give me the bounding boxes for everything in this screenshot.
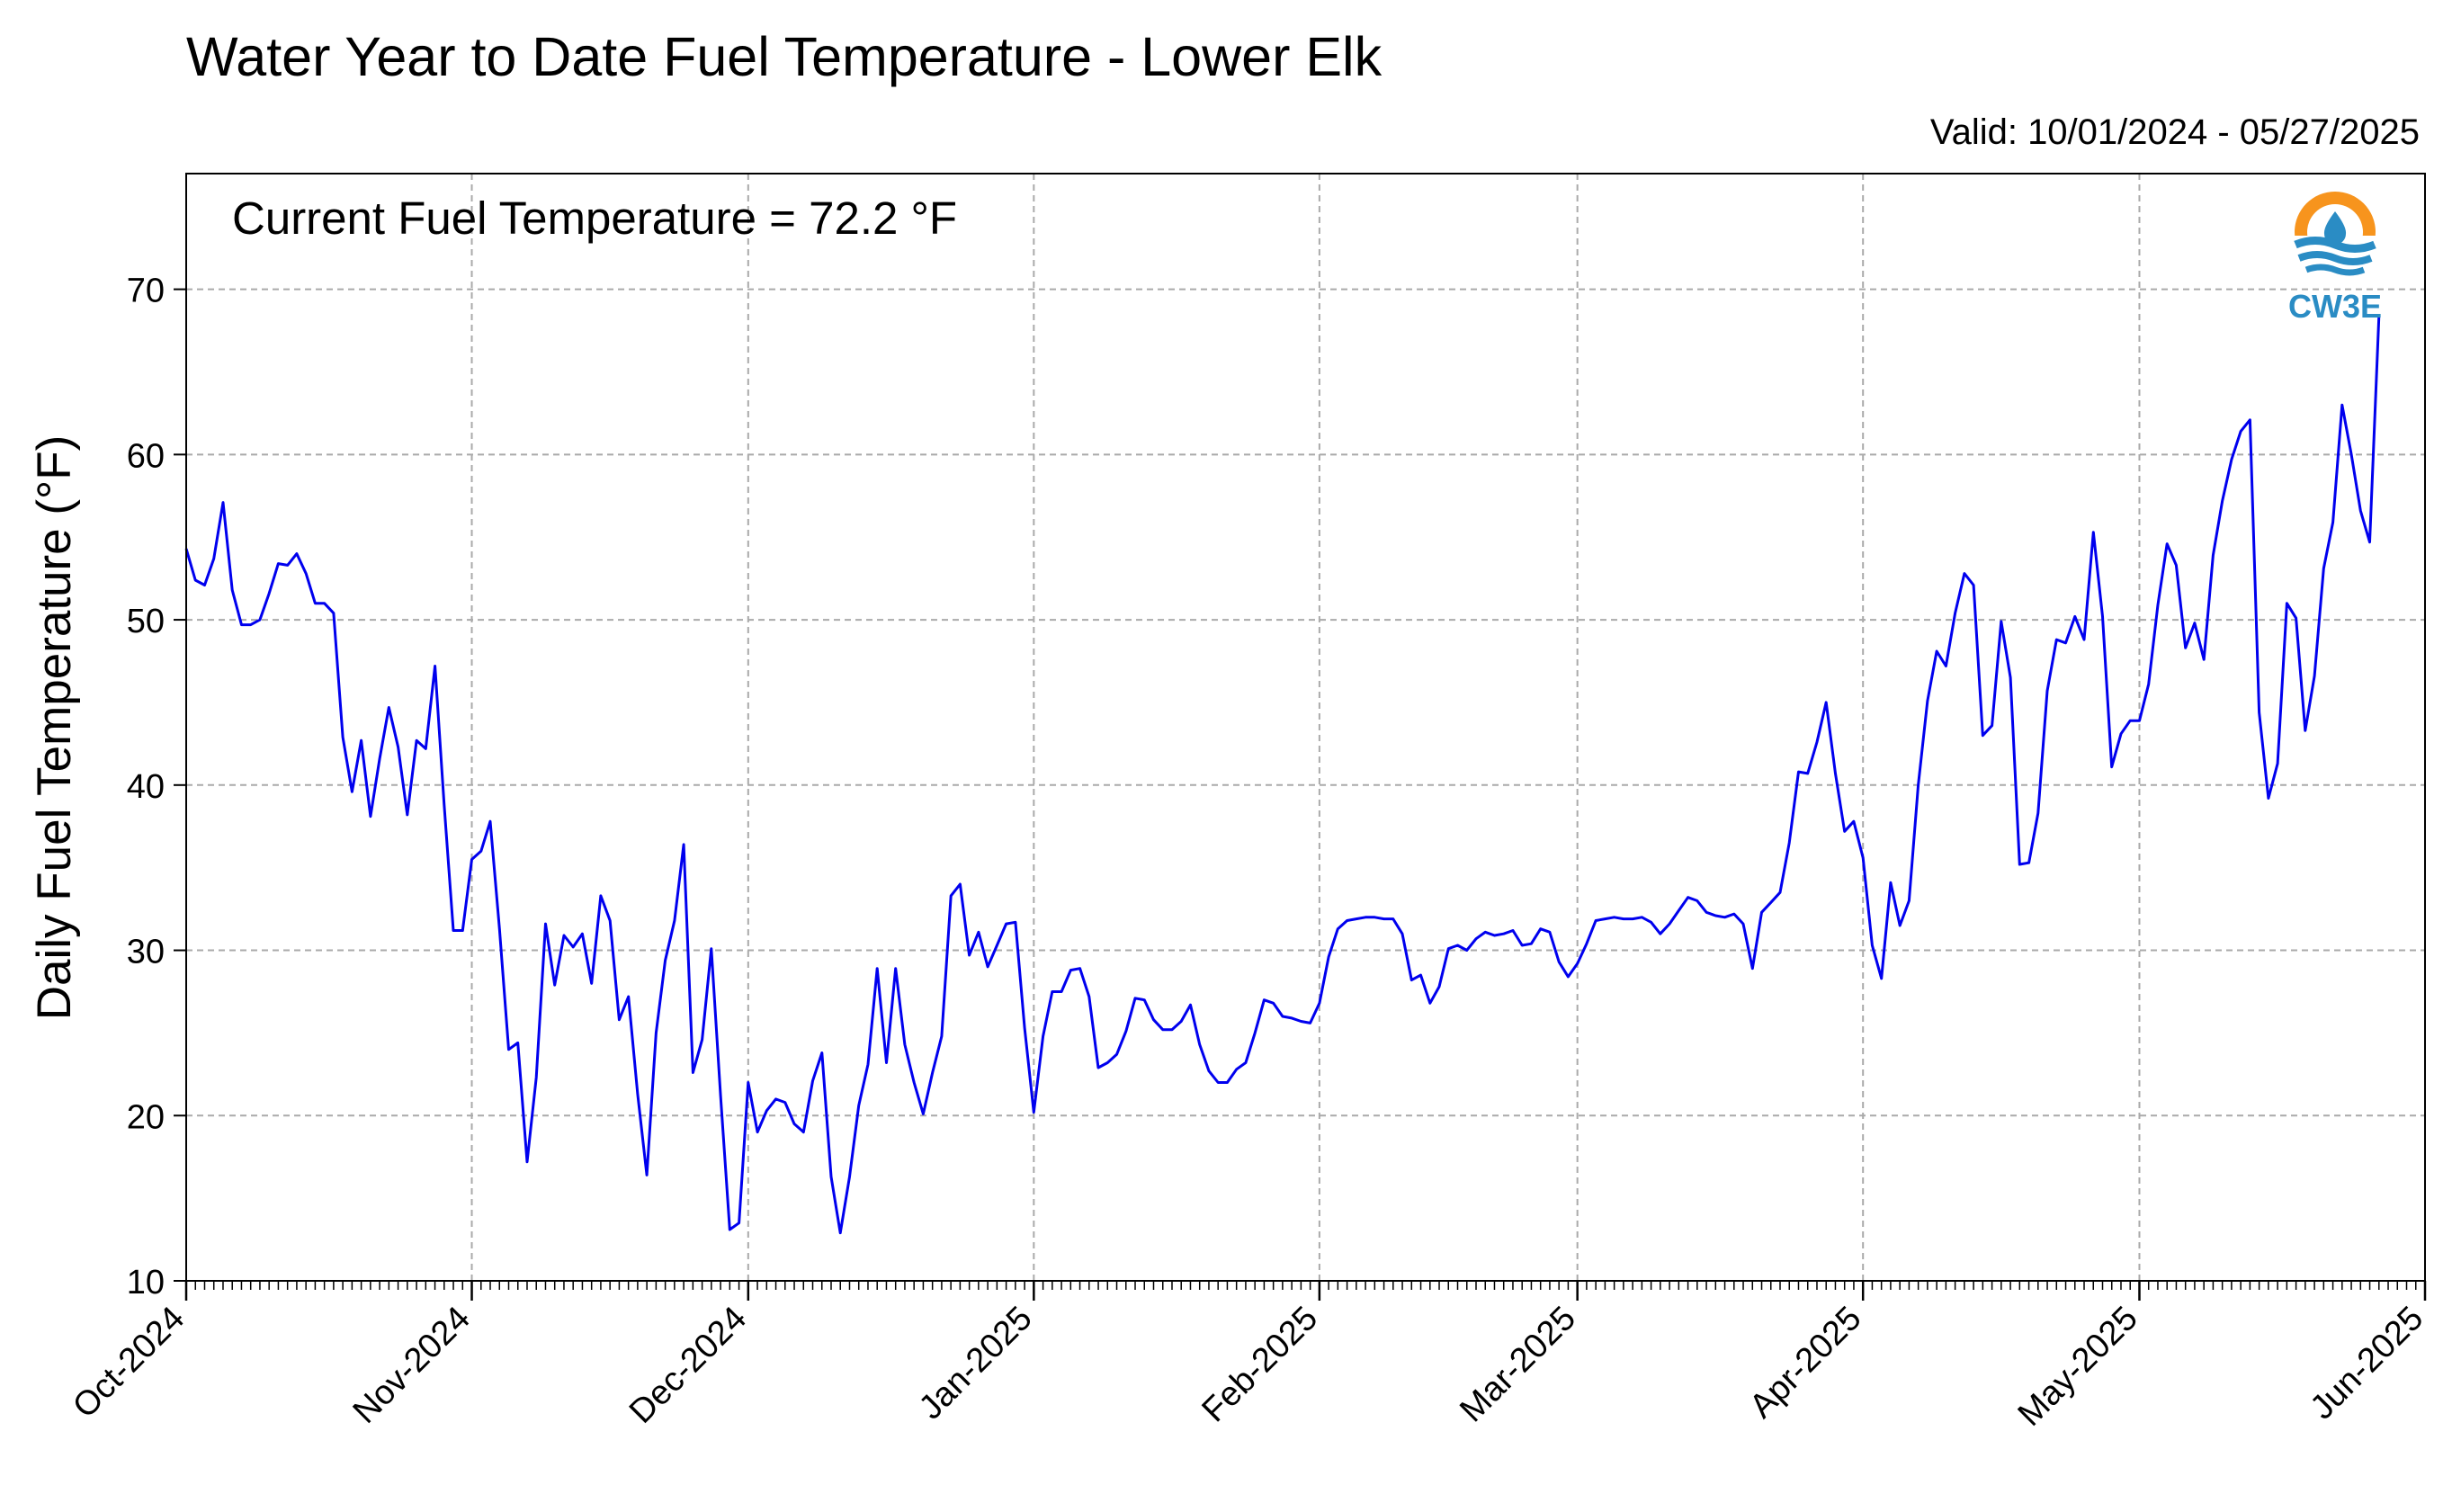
logo-wave-2 [2297,251,2373,265]
y-tick-label: 20 [127,1098,165,1136]
x-tick-label: Oct-2024 [66,1300,192,1426]
water-drop-icon [2323,211,2347,245]
x-axis: Oct-2024 Nov-2024 Dec-2024 Jan-2025 Feb-2025… [66,1281,2430,1434]
y-tick-label: 60 [127,437,165,475]
valid-date-range: Valid: 10/01/2024 - 05/27/2025 [1930,112,2420,152]
x-tick-label: Jun-2025 [2304,1300,2431,1427]
y-axis: 10 20 30 40 50 60 70 [127,273,186,1302]
chart-title: Water Year to Date Fuel Temperature - Lo… [186,26,1383,87]
x-tick-label: Jan-2025 [912,1300,1040,1427]
x-minor-ticks [185,1281,2426,1290]
cw3e-logo: CW3E [2287,192,2383,325]
x-tick-label: Mar-2025 [1453,1300,1583,1430]
x-tick-label: Dec-2024 [622,1300,754,1431]
logo-text: CW3E [2288,288,2382,325]
logo-wave-3 [2304,264,2366,276]
y-tick-label: 40 [127,768,165,806]
plot-area-frame [185,173,2426,1282]
y-tick-label: 50 [127,603,165,640]
fuel-temperature-line [184,315,2381,1235]
x-tick-label: May-2025 [2011,1300,2145,1434]
y-tick-label: 10 [127,1264,165,1302]
x-tick-label: Feb-2025 [1195,1300,1326,1430]
grid [186,174,2425,1281]
current-temperature-annotation: Current Fuel Temperature = 72.2 °F [232,192,957,244]
y-tick-label: 30 [127,934,165,971]
x-tick-label: Nov-2024 [346,1300,478,1431]
y-tick-label: 70 [127,273,165,310]
y-axis-label: Daily Fuel Temperature (°F) [28,435,81,1021]
x-tick-label: Apr-2025 [1742,1300,1868,1426]
